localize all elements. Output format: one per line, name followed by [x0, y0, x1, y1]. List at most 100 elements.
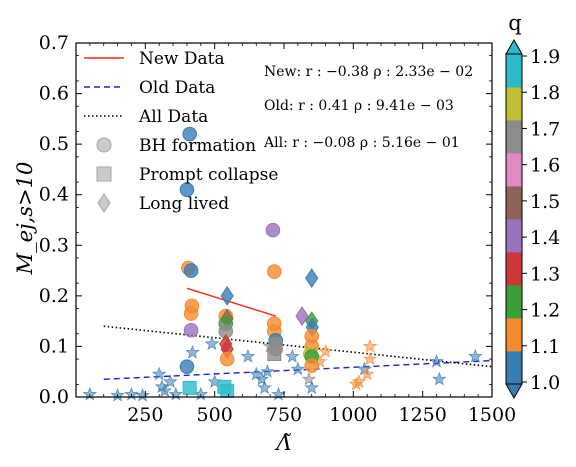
x-tick-label: 1500 [468, 404, 516, 426]
old-data-star [271, 386, 286, 401]
correlation-annotation: New: r : −0.38 ρ : 2.33e − 02 [264, 64, 473, 80]
bh-formation-point [179, 182, 195, 197]
colorbar-segment [506, 153, 522, 187]
colorbar-tick-label: 1.1 [530, 336, 560, 358]
old-data-star [362, 351, 378, 366]
x-tick-label: 250 [127, 404, 163, 426]
old-data-star [285, 348, 300, 363]
bh-formation-point [183, 263, 199, 278]
bh-formation-point [219, 351, 235, 367]
old-data-star [429, 353, 444, 368]
bh-formation-point [182, 126, 198, 142]
old-data-star [290, 361, 306, 376]
old-data-star [82, 386, 98, 401]
colorbar-tick-label: 1.4 [530, 227, 560, 249]
y-axis-title: M_ej,s>10 [13, 162, 37, 276]
new-data-fit-line [186, 287, 276, 317]
old-data-star [359, 366, 375, 381]
x-tick-label: 500 [197, 404, 233, 426]
y-tick-label: 0.7 [39, 32, 69, 54]
legend-swatch-diamond [97, 193, 111, 213]
y-tick-label: 0.6 [39, 83, 69, 105]
old-data-star [207, 374, 222, 389]
old-data-star [304, 380, 320, 395]
colorbar-tick-label: 1.8 [530, 82, 560, 104]
old-data-star [432, 371, 447, 386]
old-data-star [124, 386, 139, 401]
correlation-annotation: All: r : −0.08 ρ : 5.16e − 01 [263, 135, 460, 151]
old-data-star [135, 387, 150, 402]
old-data-star [301, 371, 317, 386]
colorbar-segment [506, 318, 522, 352]
legend-swatch-square [96, 166, 112, 182]
colorbar: 1.0 1.1 1.2 1.3 1.4 1.5 1.6 1.7 1.8 1.9 [505, 38, 560, 400]
x-tick-label: 750 [266, 404, 302, 426]
x-tick-label: 1000 [329, 404, 377, 426]
legend-swatch-circle [96, 137, 112, 153]
legend-label: New Data [139, 49, 225, 69]
bh-formation-point [179, 359, 195, 374]
colorbar-segment [506, 351, 522, 385]
long-lived-point [295, 306, 309, 326]
all-data-fit-line [103, 325, 493, 368]
legend-label: All Data [138, 107, 208, 127]
bh-formation-point [183, 306, 199, 321]
old-data-star [257, 380, 272, 395]
colorbar-frame [505, 53, 523, 385]
axis-ticks: 250 500 750 1000 1250 1500 0.0 0.1 0.2 0.3 0.4 0.5 0… [39, 32, 516, 426]
old-data-star [468, 348, 483, 363]
colorbar-tick-label: 1.6 [530, 155, 560, 177]
y-tick-label: 0.0 [39, 386, 69, 408]
old-data-star [168, 386, 184, 401]
correlation-annotations: New: r : −0.38 ρ : 2.33e − 02 Old: r : 0.… [263, 64, 473, 151]
prompt-collapse-point [267, 347, 282, 362]
prompt-collapse-point [220, 383, 235, 398]
colorbar-tick-label: 1.9 [530, 46, 560, 68]
colorbar-tick-label: 1.2 [530, 300, 560, 322]
colorbar-segment [506, 87, 522, 121]
y-tick-label: 0.2 [39, 285, 69, 307]
colorbar-segment [506, 252, 522, 286]
legend-label: Old Data [139, 78, 215, 98]
colorbar-tick-label: 1.5 [530, 191, 560, 213]
old-data-star [157, 383, 173, 398]
old-data-star [260, 364, 275, 378]
bh-formation-point [304, 358, 320, 373]
legend-label: Prompt collapse [139, 165, 278, 185]
prompt-collapse-point [182, 380, 197, 395]
bh-formation-point [183, 322, 199, 338]
colorbar-tick-label: 1.7 [530, 118, 560, 140]
correlation-annotation: Old: r : 0.41 ρ : 9.41e − 03 [264, 98, 454, 114]
bh-formation-point [265, 222, 281, 238]
old-data-star [151, 366, 167, 381]
colorbar-tick-label: 1.3 [530, 263, 560, 285]
old-data-star [163, 374, 178, 389]
colorbar-tick-label: 1.0 [530, 372, 560, 394]
legend-label: Long lived [139, 194, 229, 214]
colorbar-segment [506, 285, 522, 319]
colorbar-title: q [508, 11, 521, 35]
colorbar-segment [506, 54, 522, 88]
colorbar-segment [506, 186, 522, 220]
colorbar-segment [506, 120, 522, 154]
colorbar-segment [506, 219, 522, 253]
old-data-points [82, 336, 483, 402]
y-tick-label: 0.5 [39, 133, 69, 155]
old-data-star [318, 343, 333, 358]
bh-formation-point [266, 264, 282, 279]
new-data-points [179, 126, 320, 398]
y-tick-label: 0.1 [39, 335, 69, 357]
colorbar-extend-top [505, 38, 523, 55]
legend: New Data Old Data All Data BH formation Prom… [84, 49, 278, 214]
old-data-star [204, 336, 220, 351]
old-data-star [240, 348, 256, 363]
y-tick-label: 0.3 [39, 234, 69, 256]
y-tick-label: 0.4 [39, 184, 69, 206]
x-axis-title: Λ̃ [274, 431, 291, 455]
long-lived-point [305, 268, 319, 289]
old-data-star [185, 344, 200, 359]
old-data-star [362, 338, 378, 353]
legend-label: BH formation [139, 136, 256, 156]
long-lived-point [220, 285, 234, 306]
